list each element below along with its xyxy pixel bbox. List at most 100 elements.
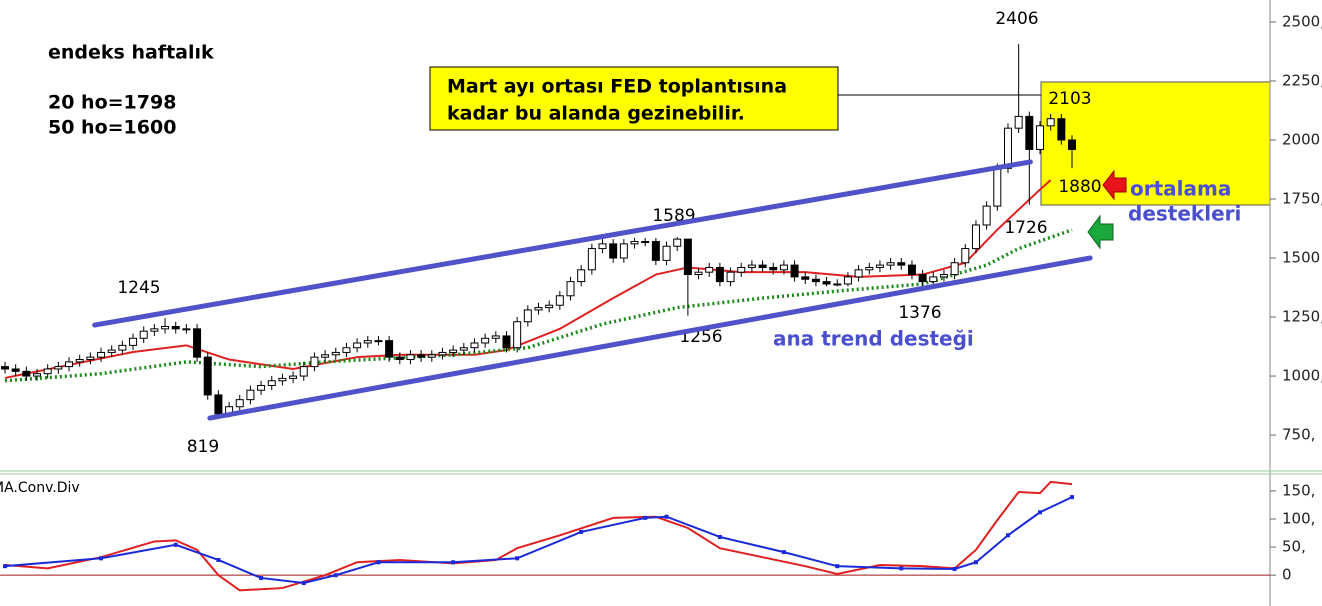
candle-body [491,335,500,339]
candle-body [1,366,9,370]
candle-body [1025,115,1034,150]
candle-body [555,295,564,306]
candle-body [971,224,980,250]
indicator-marker [1070,495,1074,500]
indicator-marker [579,529,584,534]
candle-body [513,321,522,349]
candle-body [939,274,948,278]
candle-body [587,248,596,271]
indicator-marker [781,550,786,555]
candle-body [534,307,543,311]
indicator-marker [664,514,669,519]
callout-line: kadar bu alanda gezinebilir. [447,103,745,125]
candle-body [427,354,436,358]
candle-body [289,375,298,379]
candle-body [875,264,884,268]
candle-body [129,337,138,346]
candle-body [75,359,84,363]
candle-body [833,283,842,286]
candle-body [1014,115,1023,129]
candle-body [929,276,938,283]
candle-body [843,276,852,285]
price-label: 2103 [1048,89,1091,109]
y-tick-label: 1000, [1282,367,1322,385]
candle-body [171,325,180,330]
y-tick-label: 0 [1282,566,1292,584]
candle-body [182,328,191,331]
indicator-marker [973,560,978,565]
candle-body [641,240,650,243]
candle-body [737,266,746,273]
y-tick-label: 750, [1282,426,1315,444]
candle-body [54,366,63,370]
candle-body [214,394,223,415]
candle-body [342,347,351,353]
candle-body [257,384,266,391]
candle-body [33,373,42,377]
candle-body [673,238,682,247]
indicator-marker [515,556,520,561]
price-label: 2406 [995,9,1038,29]
y-tick-label: 2500, [1282,12,1322,30]
candle-body [374,340,383,343]
candle-body [406,354,415,361]
price-label: 819 [187,437,219,457]
indicator-line [4,496,1073,585]
indicator-marker [333,573,338,578]
candle-body [299,366,308,377]
candle-body [705,266,714,273]
moving-average [4,228,1073,383]
candle-body [694,271,703,276]
indicator-marker [899,566,904,571]
candle-body [619,243,628,259]
candle-body [865,266,874,271]
candle-body [811,278,820,283]
price-label: 1376 [898,303,941,323]
indicator-marker [376,560,381,565]
price-label: 1880 [1058,177,1101,197]
candle-body [907,264,916,276]
candle-body [86,356,95,361]
candle-body [1035,125,1044,150]
chart-title: endeks haftalık [48,42,214,64]
candle-body [566,281,575,297]
candle-body [267,380,276,386]
candle-body [982,205,991,226]
callout-line: Mart ayı ortası FED toplantısına [447,76,787,98]
candle-body [630,240,639,245]
candle-body [577,269,586,283]
candle-body [961,248,970,264]
candle-body [321,354,330,358]
y-tick-label: 50, [1282,538,1306,556]
price-label: 1245 [117,278,160,298]
y-tick-label: 2000 [1282,130,1320,148]
candle-body [385,340,394,358]
candle-body [715,266,724,283]
candle-body [481,337,490,344]
candle-body [662,245,671,261]
indicator-marker [451,560,456,565]
candle-body [203,356,212,396]
candle-body [107,349,116,353]
support-label: ortalama [1130,177,1231,201]
indicator-marker [952,566,957,571]
candle-body [22,370,31,377]
candle-body [459,347,468,351]
candle-body [1046,118,1055,127]
candle-body [683,238,692,276]
indicator-marker [301,581,306,586]
indicator-marker [99,556,104,561]
candle-body [118,344,127,351]
trend-label: ana trend desteği [773,327,974,351]
candle-body [993,167,1002,207]
indicator-marker [1037,510,1042,515]
candle-body [609,243,618,259]
candle-body [747,264,756,268]
candle-body [545,304,554,309]
candle-body [331,351,340,356]
support-label: destekleri [1128,202,1241,226]
range-zone [1040,81,1271,206]
candle-body [11,368,20,372]
candle-body [790,264,799,278]
y-tick-label: 2250, [1282,71,1322,89]
